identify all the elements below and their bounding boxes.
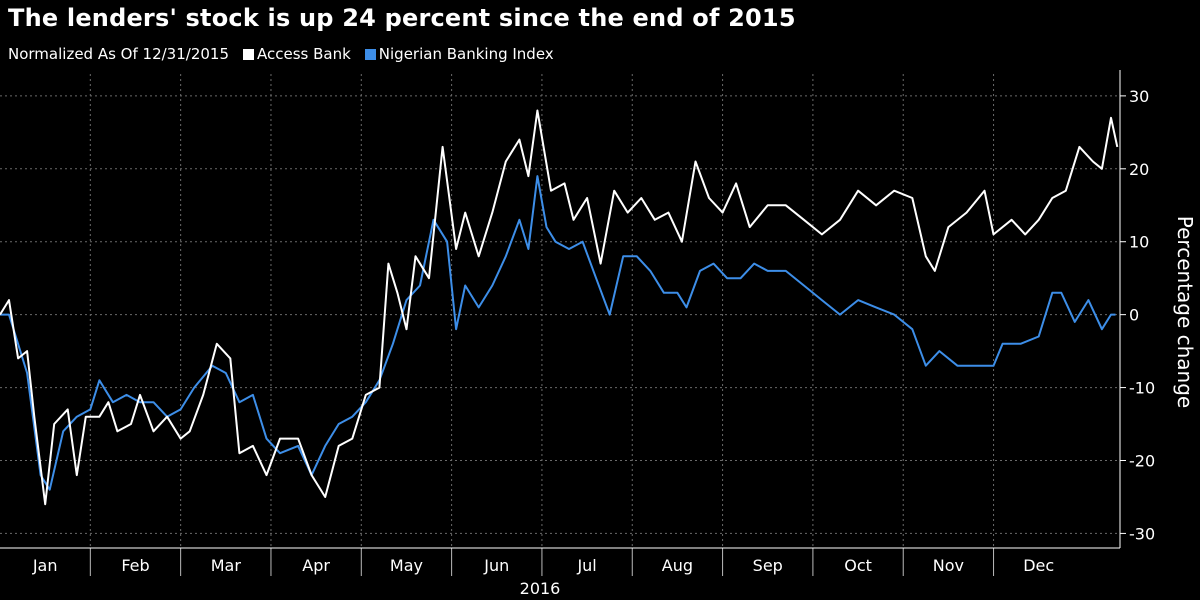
- series-line-access-bank: [0, 109, 1119, 506]
- x-tick-label-sep: Sep: [753, 556, 783, 575]
- x-tick-label-jul: Jul: [576, 556, 596, 575]
- series-lines: [0, 109, 1119, 506]
- legend-swatch-index: [364, 48, 376, 60]
- x-tick-label-apr: Apr: [302, 556, 330, 575]
- y-tick-label-2: 10: [1129, 233, 1149, 252]
- series-line-nigerian-banking-index: [0, 175, 1116, 491]
- y-tick-label-4: -10: [1129, 379, 1155, 398]
- x-axis-year-label: 2016: [520, 579, 561, 598]
- y-tick-label-0: 30: [1129, 87, 1149, 106]
- x-axis: Jan Feb Mar Apr May Jun Jul Aug Sep Oct Nov Dec: [0, 547, 1120, 576]
- x-tick-label-jun: Jun: [483, 556, 509, 575]
- x-tick-label-nov: Nov: [933, 556, 964, 575]
- x-tick-label-oct: Oct: [844, 556, 872, 575]
- x-tick-label-mar: Mar: [211, 556, 242, 575]
- legend-label-index: Nigerian Banking Index: [378, 45, 554, 63]
- y-axis-label: Percentage change: [1173, 216, 1197, 408]
- y-tick-label-5: -20: [1129, 451, 1155, 470]
- y-tick-label-3: 0: [1129, 306, 1139, 325]
- legend-swatch-access: [243, 48, 254, 60]
- x-tick-label-feb: Feb: [121, 556, 149, 575]
- y-tick-label-6: -30: [1129, 524, 1155, 543]
- x-tick-label-may: May: [390, 556, 423, 575]
- chart-title: The lenders' stock is up 24 percent sinc…: [8, 4, 796, 32]
- legend-label-access: Access Bank: [257, 45, 351, 63]
- x-tick-label-dec: Dec: [1023, 556, 1054, 575]
- gridlines: [0, 74, 1120, 548]
- x-tick-label-aug: Aug: [662, 556, 693, 575]
- x-tick-label-jan: Jan: [32, 556, 58, 575]
- legend: Normalized As Of 12/31/2015 Access Bank …: [8, 45, 554, 63]
- y-axis: 30 20 10 0 -10 -20 -30: [1119, 70, 1155, 548]
- chart-subtitle: Normalized As Of 12/31/2015: [8, 45, 229, 63]
- y-tick-label-1: 20: [1129, 160, 1149, 179]
